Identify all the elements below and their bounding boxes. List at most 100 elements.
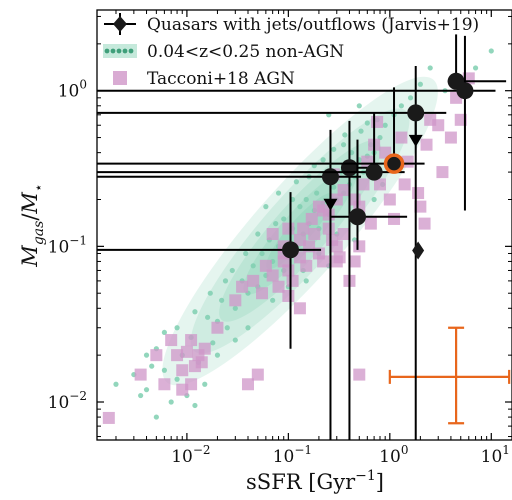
non-agn-point [281,216,287,222]
legend-label: Quasars with jets/outflows (Jarvis+19) [147,15,479,35]
legend-marker-diamond [113,16,127,32]
non-agn-point [398,103,404,109]
legend-marker-dot [116,48,122,54]
non-agn-point [224,325,230,331]
non-agn-point [358,128,364,134]
legend-marker-dot [122,48,128,54]
tacconi-point [241,378,254,391]
tacconi-point [312,247,325,260]
tacconi-point [414,200,427,213]
tacconi-point [282,222,295,235]
tacconi-point [373,178,386,191]
tacconi-point [282,264,295,277]
tacconi-point [198,342,211,355]
non-agn-point [407,95,414,101]
non-agn-point [153,414,159,420]
tacconi-point [185,334,198,347]
non-agn-point [270,297,276,303]
non-agn-point [303,196,309,203]
tacconi-point [330,255,343,268]
non-agn-point [214,352,221,358]
non-agn-point [210,340,216,346]
tacconi-point [158,378,171,391]
tick-label: 100 [58,78,87,102]
tacconi-point [251,368,264,381]
tacconi-point [322,208,335,221]
non-agn-point [331,146,337,152]
tacconi-point [364,217,377,230]
non-agn-point [113,381,119,387]
tacconi-point [272,280,285,293]
non-agn-point [255,231,261,237]
non-agn-point [168,399,174,405]
tacconi-point [398,178,411,191]
legend-label: Tacconi+18 AGN [147,69,295,89]
non-agn-point [243,250,249,257]
tacconi-point [247,274,260,287]
non-agn-point [314,190,320,196]
tick-label: 101 [481,443,510,467]
legend-label: 0.04<z<0.25 non-AGN [147,42,344,62]
tacconi-point [293,233,306,246]
tacconi-point [266,228,279,241]
tacconi-point [348,255,361,268]
non-agn-point [417,81,423,87]
quasar-point [365,163,383,181]
non-agn-point [371,196,377,203]
non-agn-point [149,363,155,369]
tacconi-point [286,274,299,287]
non-agn-point [488,48,494,54]
tacconi-point [418,217,431,230]
tacconi-point [395,131,408,144]
tacconi-point [195,356,208,369]
error-box-layer [388,326,511,425]
tacconi-point [277,255,290,268]
non-agn-point [138,392,144,399]
non-agn-point [263,204,269,210]
non-agn-point [232,305,238,311]
non-agn-point [364,120,370,126]
non-agn-point [427,65,433,71]
tacconi-point [282,289,295,302]
tacconi-point [134,368,147,381]
non-agn-point [161,329,167,336]
tick-label: 10−2 [171,443,210,467]
non-agn-point [340,142,347,148]
tacconi-point [150,349,163,362]
tacconi-point [330,240,343,253]
non-agn-point [259,250,265,257]
tacconi-point [259,259,272,272]
non-agn-point [275,190,282,196]
tacconi-point [412,187,425,200]
quasar-point [282,241,300,259]
non-agn-point [232,337,238,343]
tacconi-point [308,228,321,241]
tacconi-point [401,155,414,168]
non-agn-point [303,278,309,284]
tacconi-layer [102,72,475,424]
tacconi-point [211,321,224,334]
quasar-point [407,104,425,122]
tacconi-point [297,222,310,235]
non-agn-point [143,387,150,393]
non-agn-point [161,367,167,373]
non-agn-point [207,290,213,296]
tacconi-point [176,364,189,377]
tacconi-point [165,334,178,347]
tacconi-point [300,259,313,272]
tacconi-point [180,345,193,358]
x-axis-label: sSFR [Gyr−1] [246,468,384,494]
tacconi-point [436,166,449,179]
tacconi-point [322,222,335,235]
tacconi-point [256,287,269,300]
legend-marker-dot [110,48,116,54]
non-agn-point [205,314,211,320]
tick-label: 100 [379,443,408,467]
tick-label: 10−1 [273,443,312,467]
tacconi-point [305,212,318,225]
non-agn-point [202,381,208,387]
tacconi-point [236,280,249,293]
tacconi-point [102,411,115,424]
non-agn-point [245,325,251,331]
